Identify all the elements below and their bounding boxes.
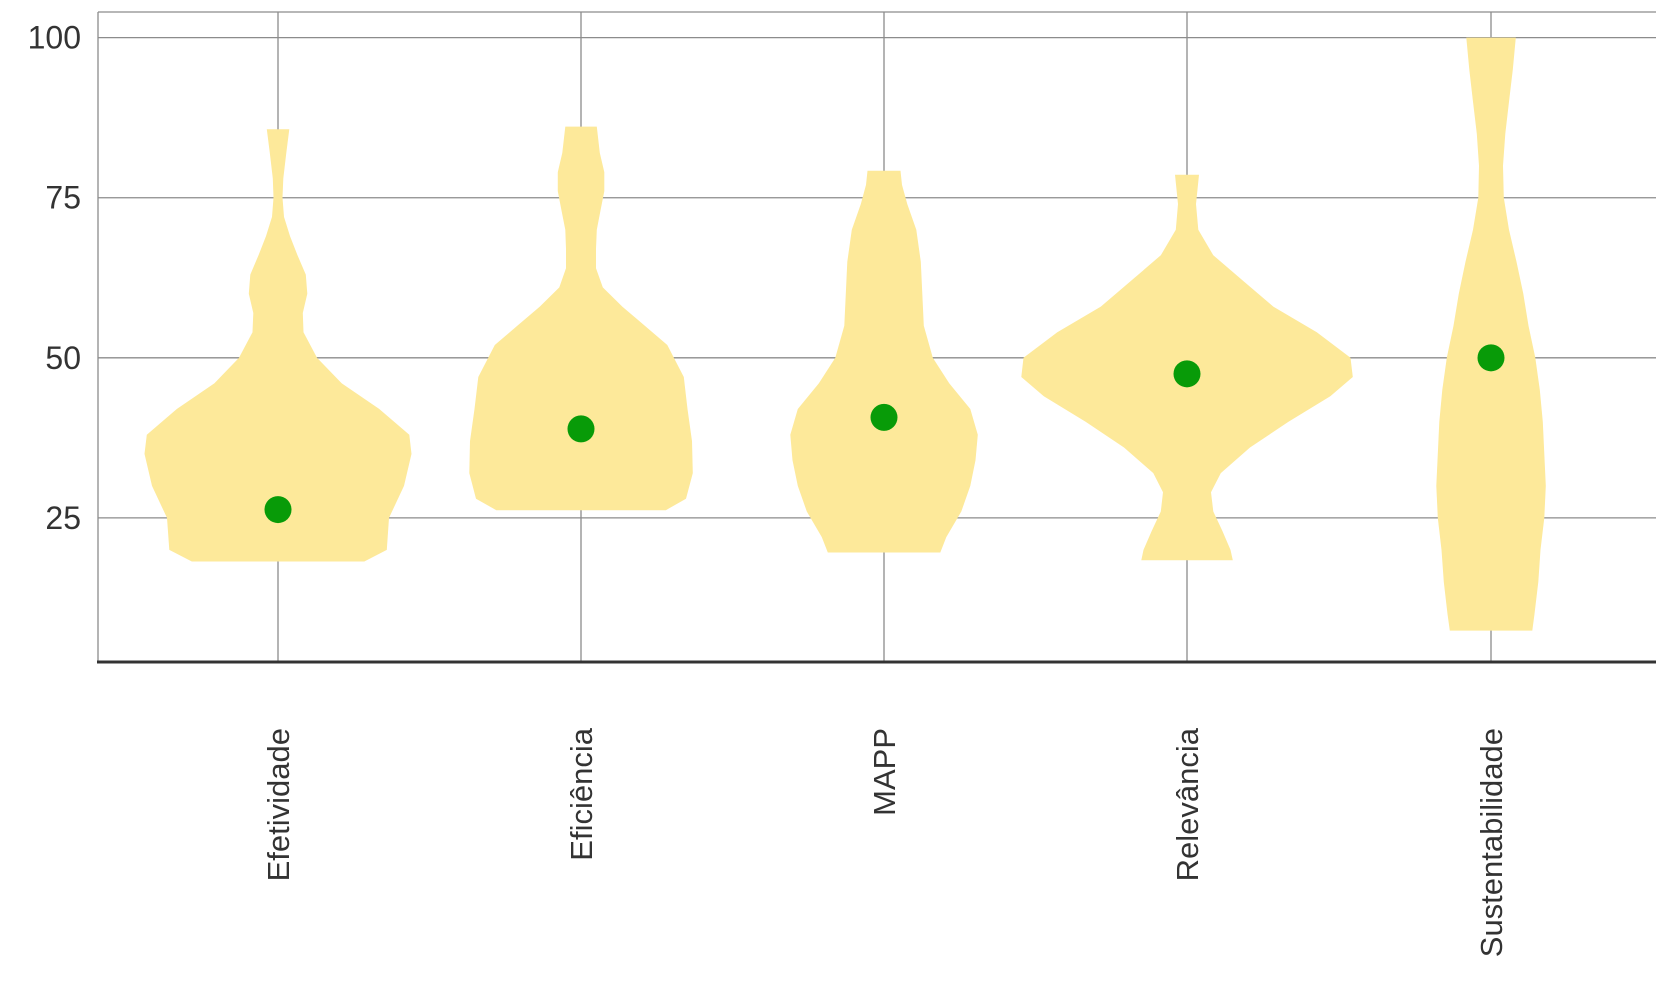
y-tick-label-75: 75	[45, 180, 81, 216]
median-point-efetividade	[264, 496, 292, 524]
violin-eficiência	[469, 126, 693, 511]
violin-mapp	[790, 170, 978, 553]
violin-sustentabilidade	[1436, 37, 1546, 631]
y-tick-label-25: 25	[45, 500, 81, 536]
x-category-label-sustentabilidade: Sustentabilidade	[1474, 728, 1509, 957]
x-category-label-mapp: MAPP	[867, 728, 902, 816]
x-category-label-relevância: Relevância	[1170, 727, 1205, 881]
violins	[144, 37, 1546, 631]
median-point-relevância	[1173, 360, 1201, 388]
y-axis-tick-labels: 25 50 75 100	[28, 20, 81, 536]
x-category-label-efetividade: Efetividade	[261, 728, 296, 881]
y-tick-label-100: 100	[28, 20, 81, 56]
median-point-mapp	[870, 403, 898, 431]
median-point-eficiência	[567, 415, 595, 443]
x-category-label-eficiência: Eficiência	[564, 727, 599, 860]
median-points	[264, 344, 1505, 524]
y-tick-label-50: 50	[45, 340, 81, 376]
median-point-sustentabilidade	[1477, 344, 1505, 372]
violin-efetividade	[144, 129, 412, 562]
x-axis-category-labels: Efetividade Eficiência MAPP Relevância Suste…	[261, 727, 1509, 957]
